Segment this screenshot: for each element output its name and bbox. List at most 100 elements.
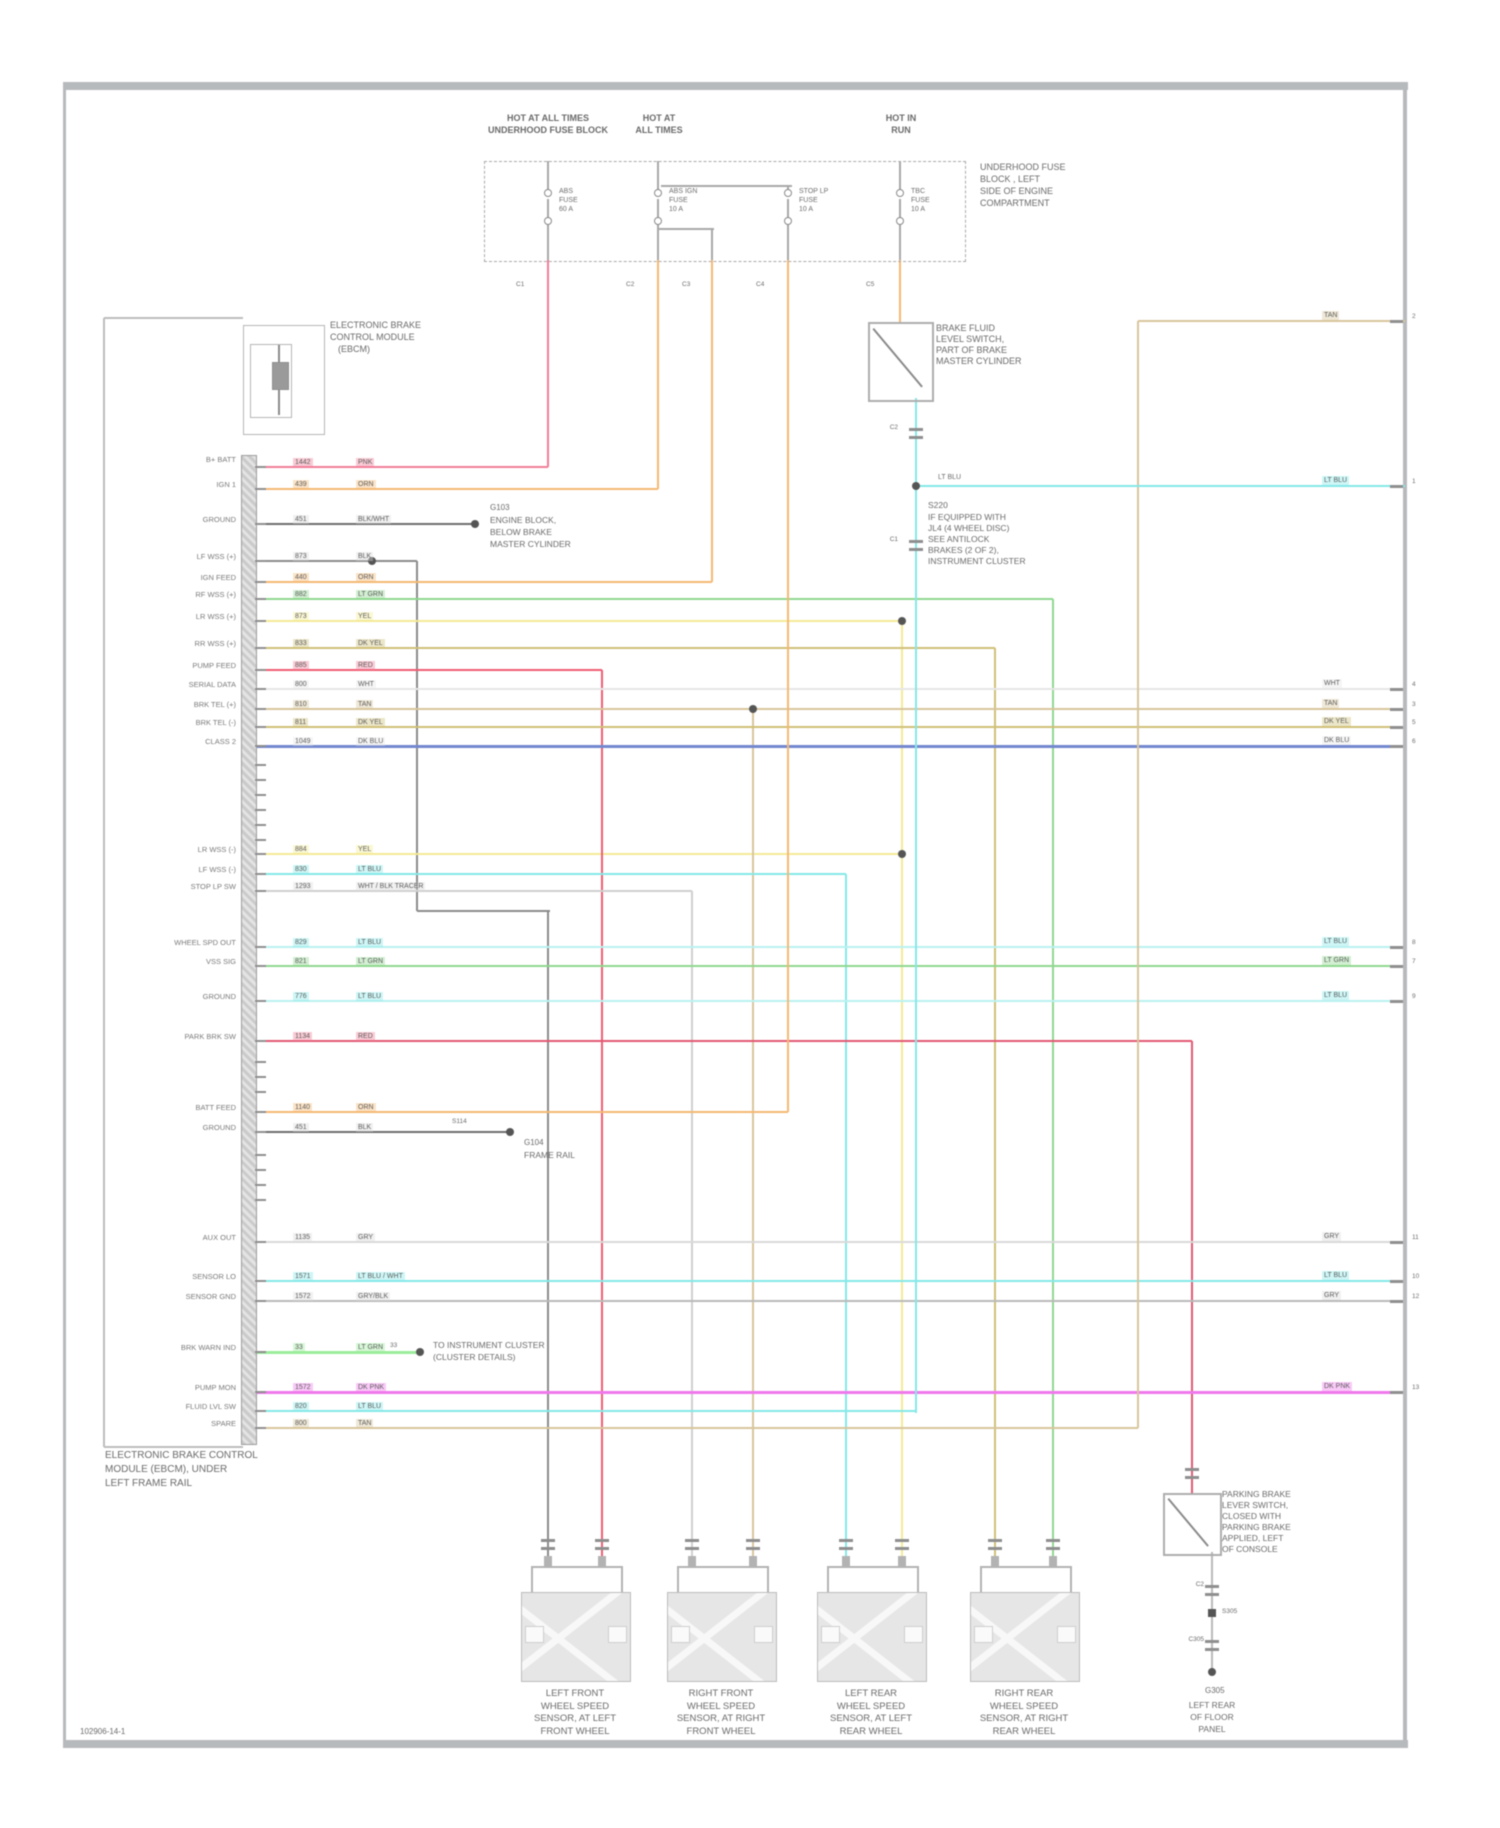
fuse-icon [896, 217, 904, 225]
diagram-text: G305 [1205, 1686, 1225, 1695]
sensor-connector [531, 1566, 623, 1596]
bus-pin-tick [255, 1427, 266, 1429]
sensor-label: FRONT WHEEL [540, 1725, 610, 1737]
wire-color-label: LT BLU [1322, 476, 1350, 485]
wire-color-label: LT BLU [356, 1402, 384, 1411]
diagram-text: CLOSED WITH [1222, 1511, 1282, 1521]
bus-pin-tick [255, 647, 266, 649]
wire [661, 185, 792, 187]
wire [104, 317, 243, 319]
connector-hash [909, 540, 923, 543]
sensor-label: LEFT REAR [844, 1688, 898, 1699]
bus-pin-tick [255, 1111, 266, 1113]
bus-pin-tick [255, 1184, 266, 1186]
diagram-text: PARKING BRAKE [1222, 1522, 1291, 1532]
connector-pin-label: SENSOR LO [192, 1272, 236, 1281]
sensor-pin [1049, 1556, 1057, 1572]
diagram-text: PARKING BRAKE [1222, 1489, 1291, 1499]
bus-pin-tick [255, 1410, 266, 1412]
diagram-text: BELOW BRAKE [490, 527, 552, 537]
diagram-text: FRAME RAIL [524, 1150, 576, 1160]
component-box [243, 325, 325, 435]
bus-pin-tick [255, 1061, 266, 1063]
sensor-label: FRONT WHEEL [686, 1725, 756, 1737]
connector-hash [746, 1547, 760, 1550]
sensor-tab [754, 1626, 773, 1643]
wire-circuit-label: 820 [293, 1402, 309, 1411]
bus-pin-tick [255, 890, 266, 892]
wire [254, 560, 417, 562]
diagram-text: SIDE OF ENGINE [980, 186, 1054, 196]
wire [254, 1351, 420, 1354]
wire-color-label: TAN [356, 700, 374, 709]
wire-color-label: DK YEL [356, 639, 385, 648]
connector-pin-label: GROUND [202, 1123, 236, 1132]
wire-circuit-label: 451 [293, 515, 309, 524]
edge-pin-number: 2 [1412, 313, 1416, 320]
component-box [1163, 1493, 1222, 1556]
sensor-label: SENSOR, AT LEFT [533, 1713, 617, 1724]
edge-pin-tick [1390, 1000, 1403, 1003]
diagram-text: LT BLU [938, 474, 962, 481]
connector-pin-label: BRK WARN IND [180, 1343, 236, 1352]
bus-pin-tick [255, 708, 266, 710]
wire [254, 708, 1402, 710]
wire-color-label: LT BLU [356, 865, 384, 874]
wire [254, 620, 902, 622]
wire-color-label: LT GRN [356, 1343, 386, 1352]
wire-color-label: GRY [1322, 1291, 1342, 1300]
connector-hash [1205, 1640, 1219, 1643]
bus-pin-tick [255, 581, 266, 583]
wire-circuit-label: 811 [293, 718, 309, 727]
wire [417, 910, 550, 912]
component-box [484, 161, 966, 262]
wire-color-label: TAN [1322, 311, 1340, 320]
edge-pin-number: 4 [1412, 681, 1416, 688]
wire-circuit-label: 810 [293, 700, 309, 709]
diagram-text: RUN [891, 125, 911, 135]
connector-hash [685, 1539, 699, 1542]
fuse-label: 60 A [559, 206, 574, 213]
wire [254, 1300, 1402, 1302]
diagram-text: C3 [682, 281, 691, 288]
wire-color-label: ORN [356, 1103, 376, 1112]
wire [104, 1446, 243, 1448]
sensor-label: WHEEL SPEED [686, 1700, 756, 1712]
diagram-text: C2 [889, 424, 898, 431]
edge-pin-tick [1390, 946, 1403, 949]
wire-color-label: WHT [356, 680, 376, 689]
bus-pin-tick [255, 620, 266, 622]
connector-hash [909, 548, 923, 551]
diagram-text: ENGINE BLOCK, [490, 515, 557, 525]
wire [711, 229, 713, 260]
sensor-pin [842, 1556, 850, 1572]
diagram-text: BLOCK , LEFT [980, 174, 1041, 184]
edge-pin-tick [1390, 688, 1403, 691]
border-right [1403, 82, 1407, 1748]
connector-pin-label: PUMP FEED [192, 661, 236, 670]
sensor-tab [904, 1626, 923, 1643]
wire-circuit-label: 830 [293, 865, 309, 874]
diagram-text: C1 [889, 536, 898, 543]
bus-pin-tick [255, 1131, 266, 1133]
connector-hash [988, 1547, 1002, 1550]
border-top [63, 82, 1408, 90]
fuse-label: 10 A [911, 206, 926, 213]
wire-color-label: LT BLU [356, 992, 384, 1001]
diagram-text: S305 [1222, 1608, 1238, 1615]
wire-circuit-label: 884 [293, 845, 309, 854]
wire [601, 670, 603, 1572]
diagram-text: S114 [452, 1118, 467, 1125]
edge-pin-number: 1 [1412, 478, 1416, 485]
diagram-text: IF EQUIPPED WITH [928, 512, 1006, 522]
wire [254, 745, 1402, 748]
wire [657, 199, 659, 223]
wire [787, 199, 789, 223]
bus-pin-tick [255, 1076, 266, 1078]
connector-pin-label: PARK BRK SW [184, 1032, 236, 1041]
connector-pin-label: STOP LP SW [190, 882, 236, 891]
connector-hash [1185, 1468, 1199, 1471]
wire [254, 890, 692, 892]
fuse-icon [784, 189, 792, 197]
connector-hash [541, 1547, 555, 1550]
